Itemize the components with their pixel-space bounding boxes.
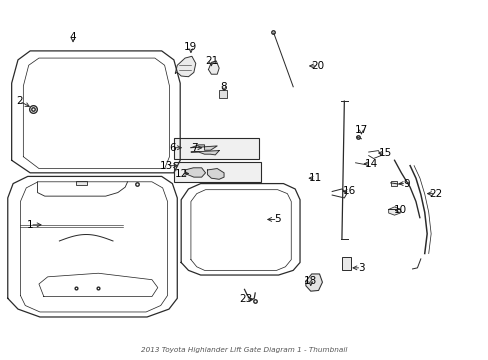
- Text: 13: 13: [160, 161, 173, 171]
- Text: 16: 16: [343, 186, 356, 197]
- Text: 10: 10: [393, 206, 406, 216]
- Bar: [76, 181, 87, 185]
- Text: 12: 12: [174, 168, 187, 179]
- Polygon shape: [184, 168, 205, 177]
- Text: 1: 1: [27, 220, 33, 230]
- Polygon shape: [305, 274, 322, 291]
- Polygon shape: [175, 56, 195, 77]
- Text: 2013 Toyota Highlander Lift Gate Diagram 1 - Thumbnail: 2013 Toyota Highlander Lift Gate Diagram…: [141, 347, 347, 354]
- Polygon shape: [388, 207, 400, 215]
- Bar: [219, 90, 226, 98]
- Bar: [341, 257, 350, 270]
- Text: 17: 17: [354, 125, 367, 135]
- Polygon shape: [207, 168, 224, 179]
- Text: 8: 8: [220, 82, 227, 92]
- Bar: [174, 138, 259, 159]
- Polygon shape: [190, 150, 219, 155]
- Text: 2: 2: [16, 96, 23, 106]
- Text: 20: 20: [310, 61, 324, 71]
- Text: 15: 15: [378, 148, 391, 158]
- Text: 18: 18: [304, 276, 317, 286]
- Polygon shape: [208, 61, 219, 74]
- Text: 11: 11: [308, 173, 322, 183]
- Polygon shape: [190, 145, 217, 150]
- Text: 19: 19: [184, 42, 197, 52]
- Text: 3: 3: [357, 263, 364, 273]
- Text: 14: 14: [364, 159, 377, 169]
- Text: 21: 21: [204, 56, 218, 66]
- Text: 22: 22: [428, 189, 441, 199]
- Text: 9: 9: [402, 179, 408, 189]
- Text: 7: 7: [191, 143, 198, 153]
- Text: 6: 6: [169, 143, 175, 153]
- Bar: [390, 181, 396, 186]
- Bar: [174, 162, 261, 182]
- Text: 4: 4: [70, 32, 76, 41]
- Text: 23: 23: [238, 294, 252, 304]
- Text: 5: 5: [274, 215, 281, 224]
